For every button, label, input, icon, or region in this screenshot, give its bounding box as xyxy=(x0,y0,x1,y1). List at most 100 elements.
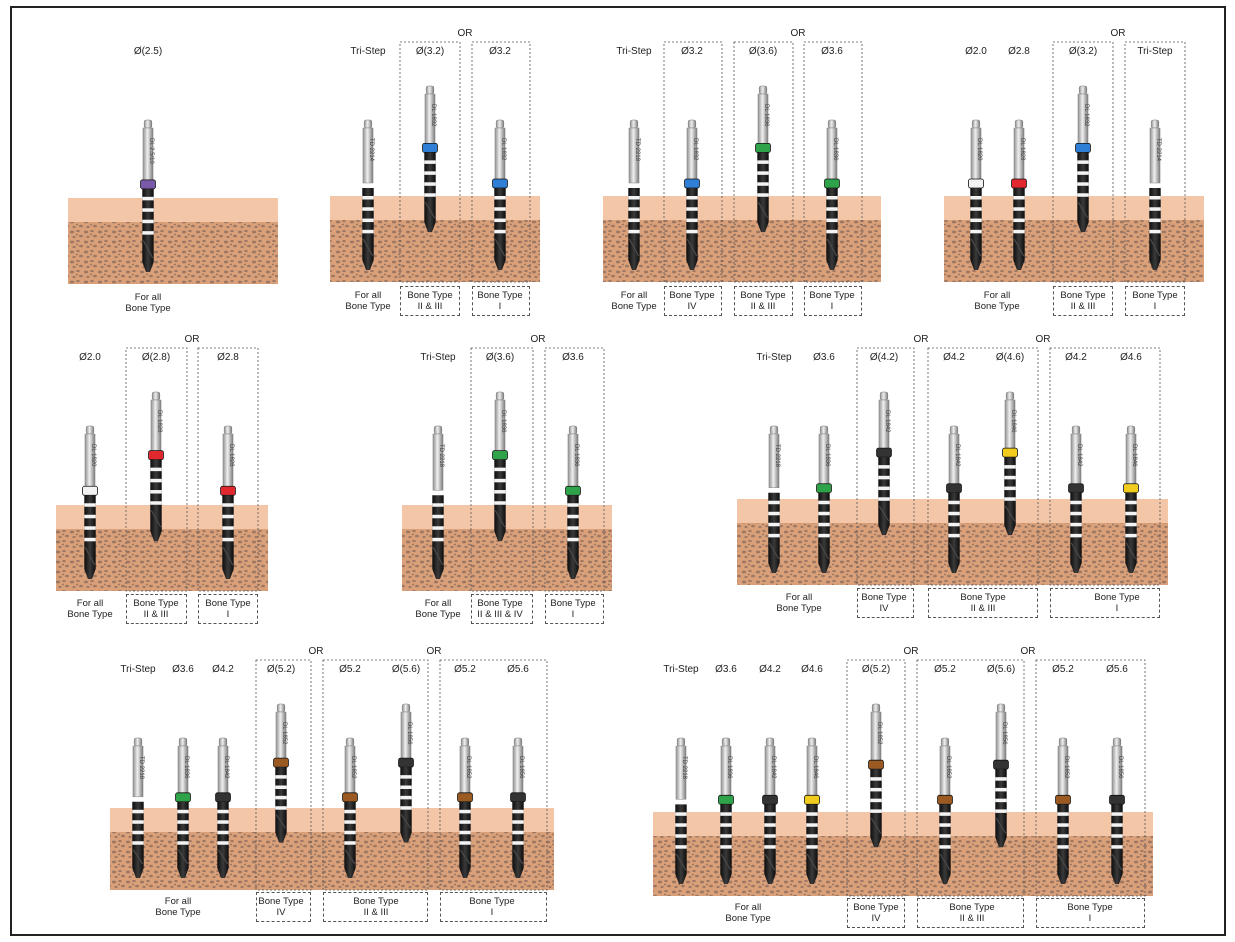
svg-text:TD 2218: TD 2218 xyxy=(634,138,640,162)
or-label: OR xyxy=(1020,646,1036,657)
bone-type-label: Bone Type II & III xyxy=(407,290,453,312)
svg-text:TD 2218: TD 2218 xyxy=(774,444,780,468)
bone-type-box xyxy=(323,892,428,922)
drill-size-label: Ø(4.6) xyxy=(995,352,1025,363)
drill-red: DL 1828 xyxy=(220,425,236,579)
svg-text:DL 1836: DL 1836 xyxy=(824,444,830,467)
bone-type-label: Bone Type II & III xyxy=(133,598,179,620)
drill-size-label: Ø2.0 xyxy=(79,352,101,363)
bone-type-box xyxy=(1050,588,1160,618)
bone-type-box xyxy=(1053,286,1113,316)
svg-text:DL 1828: DL 1828 xyxy=(228,444,234,467)
svg-text:DL 1836: DL 1836 xyxy=(726,756,732,779)
drill-tri-step: TD 2214 xyxy=(362,119,374,270)
svg-text:DL 1820: DL 1820 xyxy=(976,138,982,161)
drill-brown: DL 1852 xyxy=(457,737,473,878)
option-group-box xyxy=(399,41,461,283)
drill-size-label: Ø4.6 xyxy=(801,664,823,675)
option-group-box xyxy=(733,41,794,283)
svg-text:DL 1842: DL 1842 xyxy=(954,444,960,467)
drill-size-label: Ø5.2 xyxy=(934,664,956,675)
svg-text:DL 1836: DL 1836 xyxy=(763,104,769,127)
svg-text:DL 1856: DL 1856 xyxy=(406,722,412,745)
drill-size-label: Ø(3.6) xyxy=(748,46,778,57)
svg-text:DL 1852: DL 1852 xyxy=(945,756,951,779)
bone-type-label: Bone Type I xyxy=(1067,902,1113,924)
svg-text:DL 1846: DL 1846 xyxy=(812,756,818,779)
drill-size-label: Tri-Step xyxy=(1137,46,1173,57)
bone-layer xyxy=(68,222,278,284)
option-group-box xyxy=(846,659,906,897)
drill-blue: DL 1832 xyxy=(684,119,700,270)
bone-type-label: Bone Type IV xyxy=(861,592,907,614)
drill-black: DL 1842 xyxy=(1068,425,1084,573)
bone-type-box xyxy=(917,898,1024,928)
bone-type-label: For all Bone Type xyxy=(125,292,171,314)
svg-text:TD 2214: TD 2214 xyxy=(368,138,374,162)
drill-size-label: Ø(3.2) xyxy=(1068,46,1098,57)
drill-size-label: Ø3.6 xyxy=(821,46,843,57)
svg-text:DL 2.5/10: DL 2.5/10 xyxy=(148,138,154,164)
drill-size-label: Ø5.6 xyxy=(507,664,529,675)
svg-text:TD 2214: TD 2214 xyxy=(1155,138,1161,162)
svg-text:DL 1846: DL 1846 xyxy=(1131,444,1137,467)
drill-brown: DL 1852 xyxy=(868,703,884,848)
option-group-box xyxy=(1052,41,1114,283)
svg-text:DL 1852: DL 1852 xyxy=(350,756,356,779)
drill-size-label: Ø3.6 xyxy=(813,352,835,363)
option-group-box xyxy=(663,41,723,283)
option-group-box xyxy=(856,347,915,586)
bone-type-label: Bone Type I xyxy=(1094,592,1140,614)
option-group-box xyxy=(255,659,312,891)
drill-green: DL 1836 xyxy=(565,425,581,579)
drill-green: DL 1836 xyxy=(816,425,832,573)
bone-type-box xyxy=(256,892,311,922)
drill-size-label: Tri-Step xyxy=(756,352,792,363)
bone-type-box xyxy=(471,594,533,624)
option-group-box xyxy=(470,347,534,592)
or-label: OR xyxy=(457,28,473,39)
drill-size-label: Ø(5.2) xyxy=(861,664,891,675)
option-group-box xyxy=(197,347,259,592)
panel-p9: TD 2218 DL 1836 DL 1842 DL 1846 DL 1852 DL 18… xyxy=(653,659,1153,897)
drill-size-label: Ø2.8 xyxy=(1008,46,1030,57)
option-group-box xyxy=(1035,659,1146,897)
drill-black: DL 1856 xyxy=(1109,737,1125,884)
svg-text:DL 1832: DL 1832 xyxy=(500,138,506,161)
drill-size-label: Ø(5.6) xyxy=(391,664,421,675)
drill-size-label: Ø4.6 xyxy=(1120,352,1142,363)
drill-brown: DL 1852 xyxy=(937,737,953,884)
drill-size-label: Ø4.2 xyxy=(759,664,781,675)
bone-type-label: For all Bone Type xyxy=(155,896,201,918)
drill-size-label: Ø4.2 xyxy=(943,352,965,363)
or-label: OR xyxy=(913,334,929,345)
panel-p8: TD 2218 DL 1836 DL 1842 DL 1852 DL 1852 DL 18… xyxy=(110,659,554,891)
drill-green: DL 1836 xyxy=(718,737,734,884)
or-label: OR xyxy=(530,334,546,345)
drill-size-label: Tri-Step xyxy=(420,352,456,363)
drill-size-label: Ø(3.6) xyxy=(485,352,515,363)
drill-yellow: DL 1846 xyxy=(804,737,820,884)
drill-white: DL 1820 xyxy=(968,119,984,270)
drill-size-label: Ø3.6 xyxy=(172,664,194,675)
drill-red: DL 1828 xyxy=(1011,119,1027,270)
bone-type-label: Bone Type I xyxy=(477,290,523,312)
drill-size-label: Ø(5.2) xyxy=(266,664,296,675)
bone-type-label: Bone Type II & III xyxy=(960,592,1006,614)
bone-type-label: For all Bone Type xyxy=(415,598,461,620)
drill-blue: DL 1832 xyxy=(422,85,438,233)
svg-text:DL 1828: DL 1828 xyxy=(1019,138,1025,161)
drill-brown: DL 1852 xyxy=(1055,737,1071,884)
or-label: OR xyxy=(184,334,200,345)
svg-text:TD 2218: TD 2218 xyxy=(681,756,687,780)
svg-text:DL 1832: DL 1832 xyxy=(1083,104,1089,127)
svg-text:DL 1832: DL 1832 xyxy=(692,138,698,161)
bone-type-label: Bone Type I xyxy=(550,598,596,620)
drill-size-label: Ø(4.2) xyxy=(869,352,899,363)
bone-type-box xyxy=(664,286,722,316)
or-label: OR xyxy=(1035,334,1051,345)
option-group-box xyxy=(544,347,605,592)
drill-green: DL 1836 xyxy=(175,737,191,878)
svg-text:DL 1846: DL 1846 xyxy=(1010,410,1016,433)
bone-type-label: Bone Type I xyxy=(205,598,251,620)
